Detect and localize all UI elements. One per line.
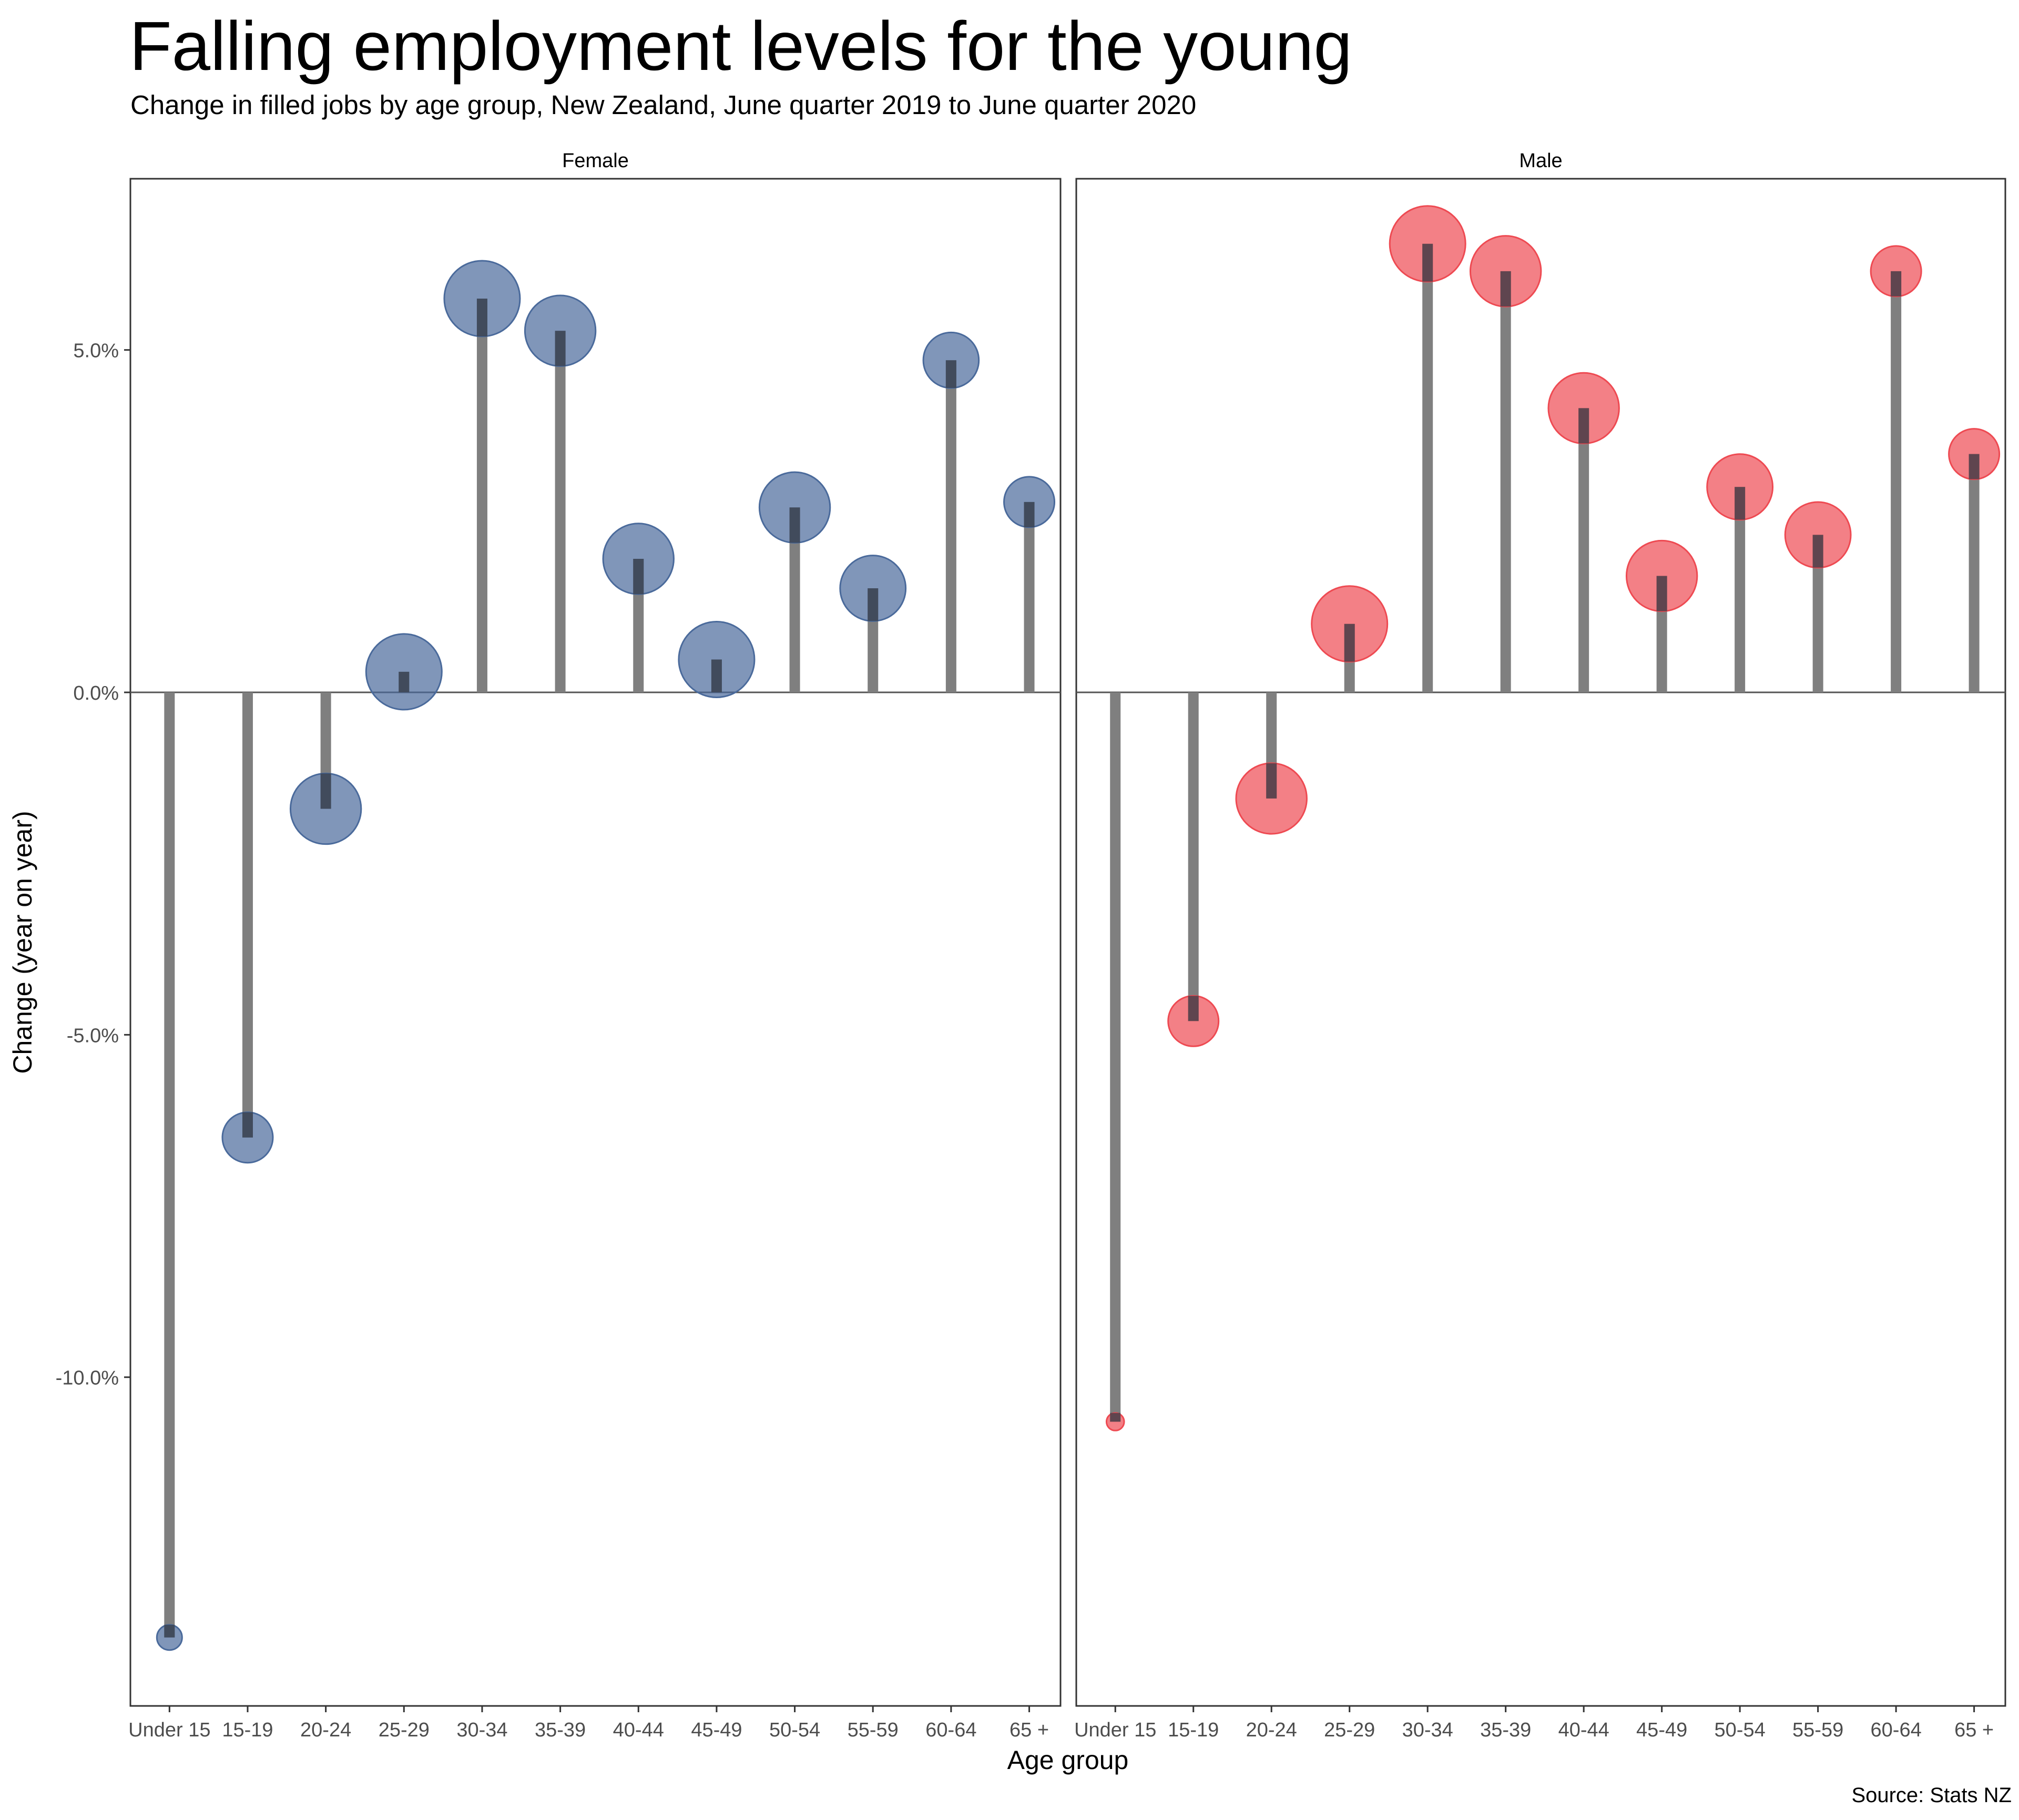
x-tick-label-male: 65 + [1954, 1719, 1994, 1741]
source-caption: Source: Stats NZ [1851, 1784, 2012, 1807]
x-tick-label-male: 15-19 [1168, 1719, 1219, 1741]
x-tick-label-male: 20-24 [1246, 1719, 1297, 1741]
x-tick-label-male: 35-39 [1480, 1719, 1531, 1741]
y-tick-label: 0.0% [73, 682, 119, 704]
y-axis-title: Change (year on year) [8, 811, 37, 1073]
x-tick-label-female: 45-49 [691, 1719, 742, 1741]
x-tick-label-female: Under 15 [128, 1719, 210, 1741]
x-tick-label-male: 25-29 [1324, 1719, 1375, 1741]
x-tick-label-male: 55-59 [1792, 1719, 1843, 1741]
x-tick-label-male: 60-64 [1871, 1719, 1922, 1741]
chart-subtitle: Change in filled jobs by age group, New … [130, 90, 1197, 120]
x-tick-label-female: 15-19 [222, 1719, 273, 1741]
x-tick-label-male: 45-49 [1636, 1719, 1687, 1741]
panel-frame-male [1075, 178, 2006, 1707]
x-tick-label-female: 40-44 [613, 1719, 664, 1741]
x-tick-label-female: 35-39 [535, 1719, 586, 1741]
x-axis-title: Age group [1007, 1745, 1129, 1775]
y-tick-label: -5.0% [67, 1025, 119, 1047]
x-tick-label-male: 40-44 [1558, 1719, 1609, 1741]
chart-title: Falling employment levels for the young [129, 7, 1352, 85]
y-tick-label: -10.0% [56, 1367, 119, 1389]
x-tick-label-female: 60-64 [925, 1719, 976, 1741]
x-tick-label-female: 25-29 [379, 1719, 430, 1741]
x-tick-label-female: 30-34 [456, 1719, 507, 1741]
x-tick-label-female: 55-59 [848, 1719, 899, 1741]
x-tick-label-female: 50-54 [769, 1719, 820, 1741]
panel-label-female: Female [562, 150, 629, 172]
panel-frame-female [129, 178, 1062, 1707]
x-tick-label-female: 20-24 [300, 1719, 351, 1741]
x-tick-label-female: 65 + [1010, 1719, 1049, 1741]
x-tick-label-male: Under 15 [1074, 1719, 1156, 1741]
y-tick-label: 5.0% [73, 340, 119, 362]
x-tick-label-male: 50-54 [1715, 1719, 1766, 1741]
panel-label-male: Male [1519, 150, 1562, 172]
x-tick-label-male: 30-34 [1402, 1719, 1453, 1741]
